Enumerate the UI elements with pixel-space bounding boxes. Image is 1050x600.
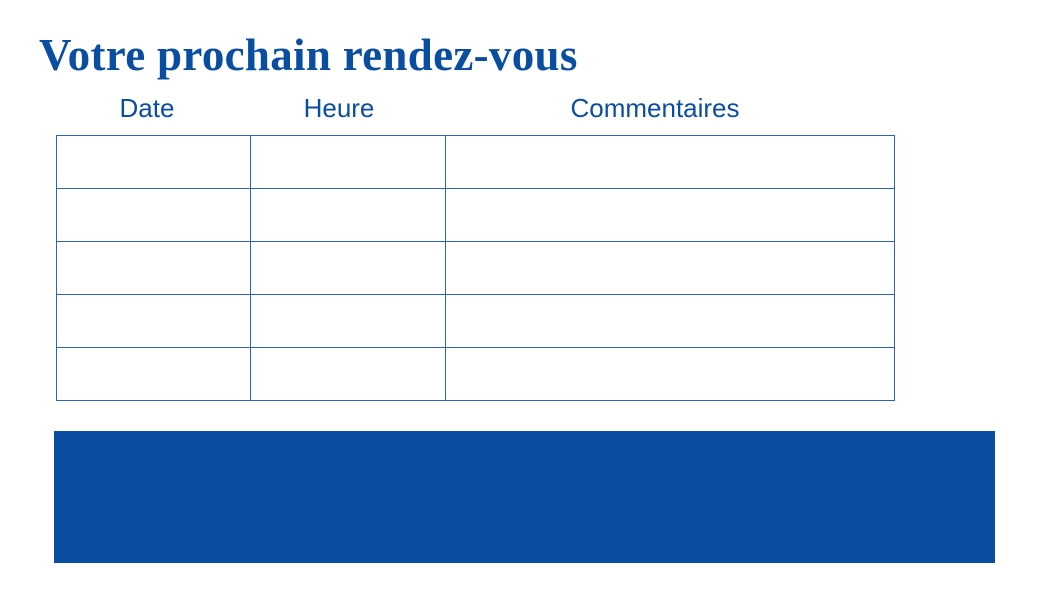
time-cell[interactable] <box>250 188 446 242</box>
time-cell[interactable] <box>250 347 446 401</box>
table-row <box>56 294 895 348</box>
comments-cell[interactable] <box>445 241 895 295</box>
comments-cell[interactable] <box>445 135 895 189</box>
date-cell[interactable] <box>56 188 251 242</box>
appointment-table <box>56 135 895 401</box>
table-row <box>56 135 895 189</box>
column-header-date: Date <box>119 93 175 123</box>
table-row <box>56 347 895 401</box>
comments-cell[interactable] <box>445 347 895 401</box>
time-cell[interactable] <box>250 135 446 189</box>
footer-banner <box>54 431 995 563</box>
time-cell[interactable] <box>250 294 446 348</box>
table-row <box>56 241 895 295</box>
date-cell[interactable] <box>56 347 251 401</box>
comments-cell[interactable] <box>445 188 895 242</box>
comments-cell[interactable] <box>445 294 895 348</box>
column-header-comments: Commentaires <box>570 93 740 123</box>
date-cell[interactable] <box>56 135 251 189</box>
table-row <box>56 188 895 242</box>
page-title: Votre prochain rendez-vous <box>39 30 578 80</box>
column-header-time: Heure <box>303 93 375 123</box>
date-cell[interactable] <box>56 294 251 348</box>
date-cell[interactable] <box>56 241 251 295</box>
time-cell[interactable] <box>250 241 446 295</box>
